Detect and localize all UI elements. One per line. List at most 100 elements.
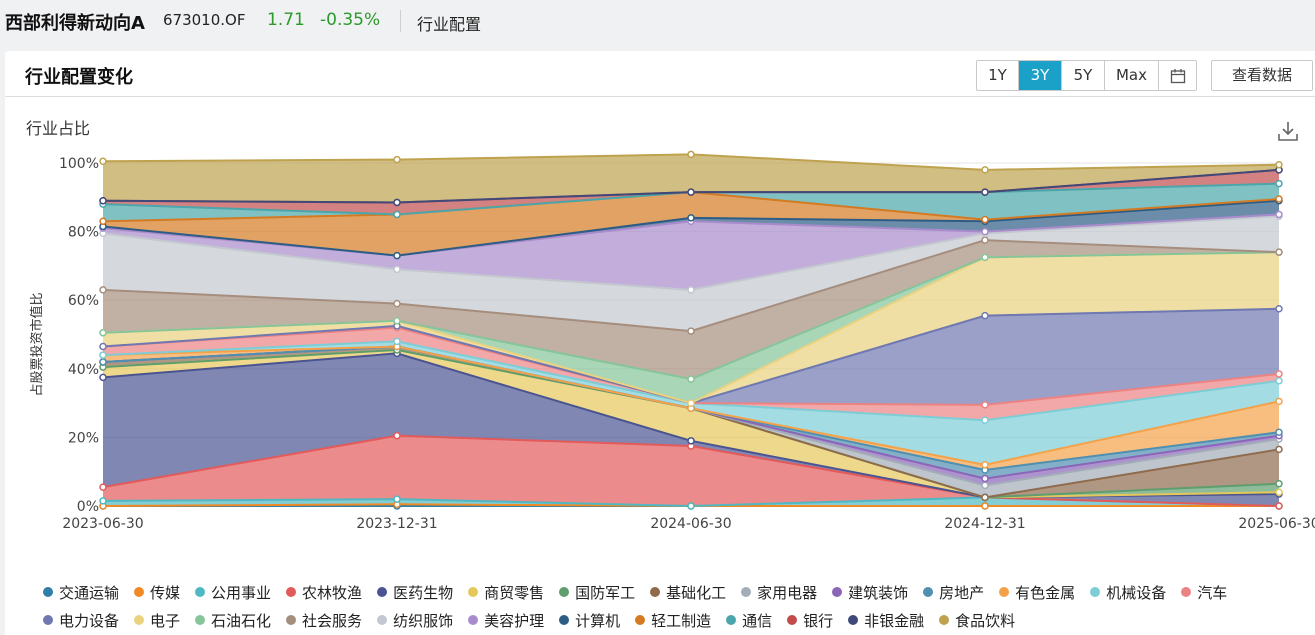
data-point[interactable] [99,196,107,205]
legend-label: 基础化工 [666,583,727,602]
range-3y-button[interactable]: 3Y [1019,61,1062,90]
data-point[interactable] [687,214,695,222]
legend-item[interactable]: 机械设备 [1090,582,1166,603]
data-point[interactable] [981,481,989,490]
data-point[interactable] [393,431,401,440]
tab-industry-allocation[interactable]: 行业配置 [417,15,482,34]
data-point[interactable] [981,493,989,502]
data-point[interactable] [99,373,107,382]
legend-item[interactable]: 有色金属 [999,582,1075,603]
data-point[interactable] [981,311,989,320]
download-icon[interactable] [1277,120,1299,142]
legend-item[interactable]: 银行 [787,610,833,631]
legend-label: 国防军工 [575,583,636,602]
legend-item[interactable]: 社会服务 [286,610,362,631]
data-point[interactable] [1275,502,1283,510]
legend-item[interactable]: 电力设备 [43,610,119,631]
data-point[interactable] [99,351,107,359]
legend-item[interactable]: 纺织服饰 [377,610,453,631]
data-point[interactable] [687,375,695,383]
data-point[interactable] [1275,305,1283,313]
data-point[interactable] [1275,479,1283,488]
data-point[interactable] [99,217,107,226]
series-area [103,435,1279,506]
data-point[interactable] [687,437,695,445]
data-point[interactable] [981,227,989,236]
legend-item[interactable]: 基础化工 [650,582,726,603]
data-point[interactable] [1275,248,1283,256]
data-point[interactable] [393,265,401,274]
data-point[interactable] [1275,160,1283,169]
data-point[interactable] [99,157,107,166]
series-area [103,341,1279,465]
data-point[interactable] [981,166,989,174]
data-point[interactable] [1275,488,1283,497]
legend-label: 医药生物 [393,583,454,602]
legend-item[interactable]: 非银金融 [848,610,924,631]
data-point[interactable] [981,188,989,196]
legend-item[interactable]: 计算机 [559,610,620,631]
data-point[interactable] [99,497,107,505]
legend-item[interactable]: 传媒 [134,582,180,603]
legend-item[interactable]: 交通运输 [43,582,119,603]
legend-item[interactable]: 建筑装饰 [832,582,908,603]
data-point[interactable] [393,198,401,207]
data-point[interactable] [99,358,107,366]
data-point[interactable] [981,474,989,483]
legend-item[interactable]: 食品饮料 [939,610,1015,631]
legend-item[interactable]: 国防军工 [559,582,635,603]
data-point[interactable] [687,188,695,196]
data-point[interactable] [1275,397,1283,406]
legend-item[interactable]: 家用电器 [741,582,817,603]
data-point[interactable] [1275,179,1283,188]
data-point[interactable] [1275,370,1283,378]
data-point[interactable] [1275,210,1283,219]
data-point[interactable] [1275,195,1283,203]
legend-item[interactable]: 通信 [726,610,772,631]
legend-label: 公用事业 [211,583,272,602]
data-point[interactable] [1275,428,1283,437]
legend-swatch [848,615,859,625]
data-point[interactable] [981,461,989,469]
legend-item[interactable]: 医药生物 [377,582,453,603]
data-point[interactable] [393,317,401,325]
data-point[interactable] [393,337,401,346]
legend-item[interactable]: 电子 [134,610,180,631]
view-data-button[interactable]: 查看数据 [1211,60,1313,91]
calendar-icon[interactable] [1159,61,1196,90]
data-point[interactable] [981,401,989,409]
legend-item[interactable]: 房地产 [923,582,984,603]
range-5y-button[interactable]: 5Y [1062,61,1105,90]
data-point[interactable] [99,342,107,351]
data-point[interactable] [981,236,989,244]
data-point[interactable] [687,399,695,407]
legend-item[interactable]: 石油石化 [195,610,271,631]
legend-item[interactable]: 商贸零售 [468,582,544,603]
data-point[interactable] [393,251,401,260]
data-point[interactable] [687,502,695,510]
data-point[interactable] [99,483,107,491]
fund-header: 西部利得新动向A 673010.OF 1.71 -0.35% 行业配置 [0,0,1315,44]
legend-item[interactable]: 汽车 [1181,582,1227,603]
data-point[interactable] [687,327,695,335]
data-point[interactable] [99,329,107,337]
legend-item[interactable]: 农林牧渔 [286,582,362,603]
data-point[interactable] [981,416,989,424]
data-point[interactable] [981,215,989,224]
data-point[interactable] [393,155,401,164]
data-point[interactable] [393,210,401,219]
data-point[interactable] [687,286,695,294]
data-point[interactable] [393,299,401,308]
data-point[interactable] [981,253,989,262]
range-max-button[interactable]: Max [1105,61,1159,90]
data-point[interactable] [99,286,107,294]
legend-item[interactable]: 轻工制造 [635,610,711,631]
data-point[interactable] [393,495,401,503]
legend-item[interactable]: 美容护理 [468,610,544,631]
data-point[interactable] [981,502,989,510]
range-1y-button[interactable]: 1Y [977,61,1019,90]
data-point[interactable] [687,150,695,159]
legend-item[interactable]: 公用事业 [195,582,271,603]
data-point[interactable] [1275,377,1283,385]
data-point[interactable] [1275,445,1283,454]
